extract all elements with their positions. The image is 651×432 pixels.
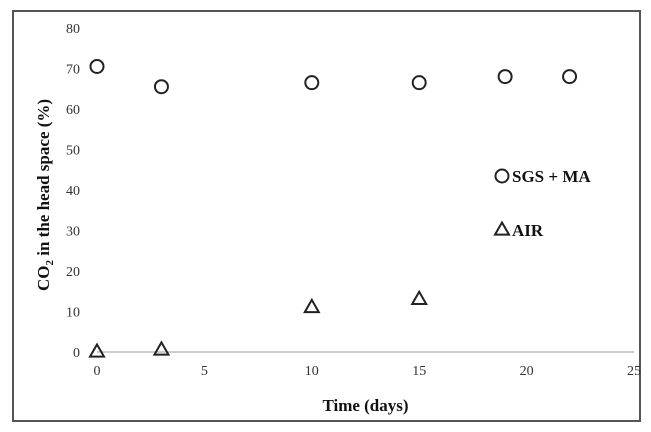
y-axis-title: CO2 in the head space (%) xyxy=(34,99,56,291)
sgs-ma-point xyxy=(411,75,427,91)
y-tick-label: 40 xyxy=(66,184,80,199)
y-tick-labels: 0 10 20 30 40 50 60 70 80 xyxy=(66,22,80,361)
sgs-ma-point xyxy=(562,69,578,85)
x-tick-label: 15 xyxy=(412,364,426,379)
y-tick-label: 10 xyxy=(66,306,80,321)
x-tick-label: 0 xyxy=(94,364,101,379)
y-axis-title-rest: in the head space (%) xyxy=(34,99,53,260)
y-tick-label: 80 xyxy=(66,22,80,37)
x-tick-labels: 0 5 10 15 20 25 xyxy=(94,364,642,379)
legend-item-air: AIR xyxy=(493,220,544,240)
legend-label-air: AIR xyxy=(512,221,544,240)
chart-frame xyxy=(12,10,641,422)
sgs-ma-point xyxy=(153,79,169,95)
air-point xyxy=(88,342,106,358)
y-tick-label: 0 xyxy=(73,346,80,361)
y-tick-label: 70 xyxy=(66,63,80,78)
x-tick-label: 10 xyxy=(305,364,319,379)
x-tick-label: 20 xyxy=(520,364,534,379)
air-point xyxy=(410,289,428,305)
legend: SGS + MA AIR xyxy=(493,167,591,240)
x-tick-label: 25 xyxy=(627,364,641,379)
x-axis-title: Time (days) xyxy=(322,396,408,415)
air-point xyxy=(152,340,171,356)
y-tick-label: 20 xyxy=(66,265,80,280)
y-tick-label: 60 xyxy=(66,103,80,118)
y-axis-title-main: CO xyxy=(34,266,53,292)
sgs-ma-point xyxy=(304,75,320,91)
air-point xyxy=(303,297,321,314)
x-tick-label: 5 xyxy=(201,364,208,379)
y-axis-title-subscript: 2 xyxy=(44,260,56,266)
y-tick-label: 50 xyxy=(66,144,80,159)
data-points xyxy=(88,58,578,358)
legend-item-sgs-ma: SGS + MA xyxy=(494,167,591,186)
legend-label-sgs-ma: SGS + MA xyxy=(512,167,591,186)
legend-circle-marker xyxy=(494,168,510,184)
sgs-ma-point xyxy=(497,69,513,85)
sgs-ma-point xyxy=(89,58,105,74)
y-tick-label: 30 xyxy=(66,225,80,240)
legend-triangle-marker xyxy=(493,220,511,236)
